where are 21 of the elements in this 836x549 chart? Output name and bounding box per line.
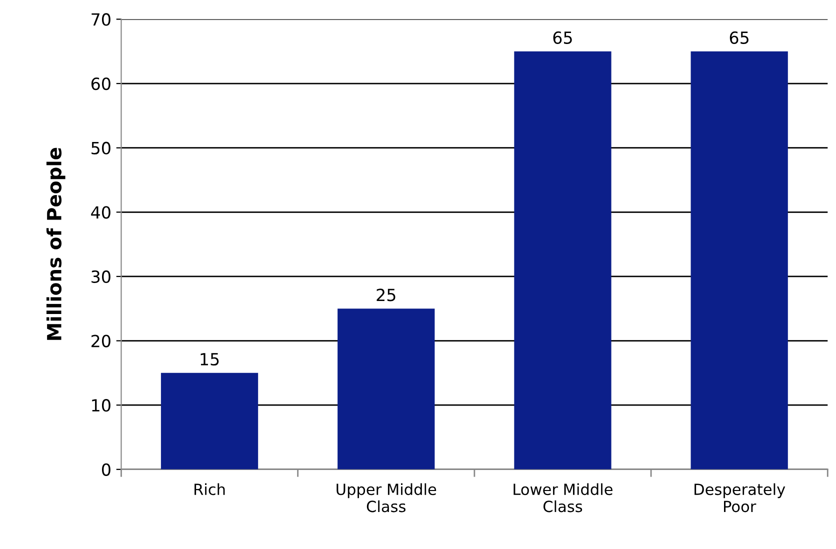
data-label: 25 bbox=[376, 288, 396, 302]
x-tick-label: Rich bbox=[194, 483, 225, 496]
y-tick-label: 60 bbox=[91, 77, 110, 90]
y-tick-label: 50 bbox=[92, 142, 110, 154]
bar bbox=[514, 51, 612, 470]
y-axis-title: Millions of People bbox=[46, 148, 66, 340]
x-tick-label: Desperately Poor bbox=[694, 483, 786, 512]
data-label: 65 bbox=[730, 31, 748, 44]
y-tick-label: 30 bbox=[92, 270, 110, 284]
y-tick-label: 70 bbox=[92, 13, 110, 26]
x-tick-label: Upper Middle Class bbox=[336, 483, 436, 512]
y-tick-label: 10 bbox=[92, 399, 110, 412]
y-tick-label: 0 bbox=[102, 463, 110, 476]
bar bbox=[690, 51, 788, 470]
data-label: 15 bbox=[200, 353, 219, 366]
bar bbox=[338, 308, 435, 470]
x-tick-label: Lower Middle Class bbox=[514, 483, 612, 512]
data-label: 65 bbox=[553, 31, 572, 44]
y-tick-label: 40 bbox=[91, 206, 110, 219]
bar bbox=[160, 372, 258, 470]
y-tick-label: 20 bbox=[92, 334, 110, 348]
